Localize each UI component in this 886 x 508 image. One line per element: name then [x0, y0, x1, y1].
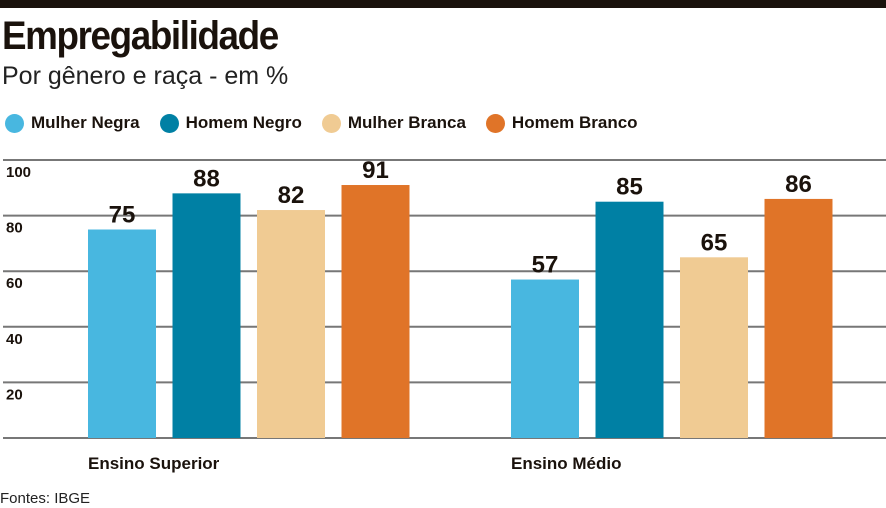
- data-label: 91: [362, 157, 389, 184]
- y-tick-label: 20: [6, 386, 23, 403]
- y-tick-label: 40: [6, 331, 23, 348]
- legend-label: Mulher Negra: [31, 113, 140, 132]
- y-tick-label: 80: [6, 220, 23, 237]
- bar: [764, 198, 833, 438]
- bar: [88, 229, 156, 438]
- bar: [341, 185, 410, 438]
- legend-swatch: [159, 113, 179, 133]
- data-label: 88: [193, 165, 220, 192]
- data-label: 86: [785, 171, 812, 198]
- legend-item-mulher-branca: Mulher Branca: [321, 113, 466, 133]
- bar: [511, 279, 579, 438]
- data-label: 82: [278, 182, 305, 209]
- category-label: Ensino Superior: [88, 454, 220, 473]
- legend-label: Homem Branco: [511, 113, 638, 132]
- top-bar: [0, 0, 886, 8]
- legend-item-mulher-negra: Mulher Negra: [5, 113, 140, 133]
- category-label: Ensino Médio: [511, 454, 622, 473]
- bar: [172, 193, 241, 438]
- legend-label: Homem Negro: [185, 113, 302, 132]
- bar: [595, 201, 664, 438]
- legend-swatch: [5, 113, 24, 133]
- legend-swatch: [321, 113, 341, 133]
- data-label: 85: [616, 174, 643, 201]
- y-tick-label: 100: [6, 164, 31, 181]
- data-label: 57: [532, 252, 559, 279]
- data-label: 65: [701, 229, 728, 256]
- bar: [680, 257, 748, 438]
- source-note: Fontes: IBGE: [0, 490, 91, 507]
- legend-label: Mulher Branca: [347, 113, 466, 132]
- chart-title: Empregabilidade: [2, 14, 279, 58]
- chart-subtitle: Por gênero e raça - em %: [2, 62, 289, 90]
- data-label: 75: [109, 202, 136, 229]
- legend-item-homem-branco: Homem Branco: [485, 113, 638, 133]
- legend: Mulher Negra Homem Negro Mulher Branca H…: [5, 113, 638, 133]
- legend-item-homem-negro: Homem Negro: [159, 113, 302, 133]
- bar: [257, 210, 325, 438]
- legend-swatch: [485, 113, 505, 133]
- y-tick-label: 60: [6, 275, 23, 292]
